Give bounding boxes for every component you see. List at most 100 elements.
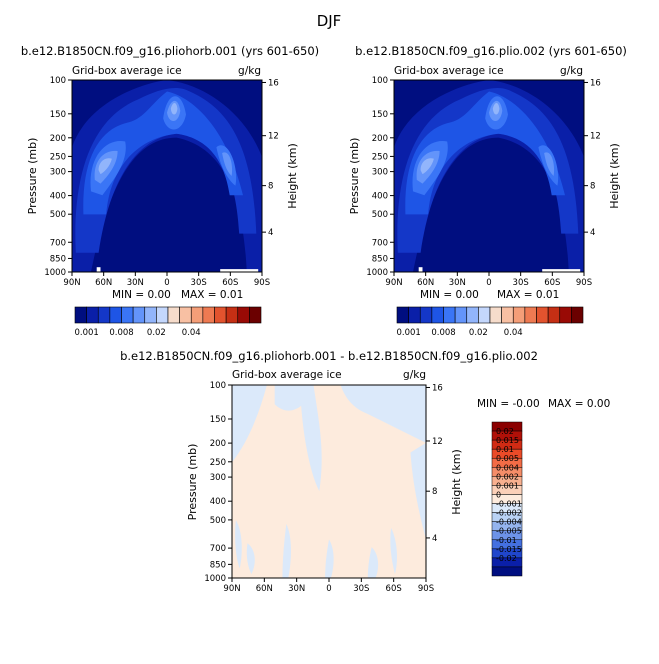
panel-3-min-label: MIN = -0.00	[477, 398, 540, 410]
y2-tick-label: 4	[432, 534, 437, 544]
y-tick-label: 100	[50, 76, 66, 86]
y-tick-label: 100	[372, 76, 388, 86]
contour-level	[367, 547, 379, 578]
contour-level	[325, 539, 334, 578]
panel-2-y2-axis: 16 12 8 4	[584, 78, 601, 238]
panel-3-units: g/kg	[403, 369, 426, 381]
panel-1-min-label: MIN = 0.00	[112, 289, 171, 301]
panel-1: b.e12.B1850CN.f09_g16.pliohorb.001 (yrs …	[21, 44, 319, 338]
x-tick-label: 30N	[449, 278, 466, 288]
colorbar-swatch	[547, 306, 561, 324]
panel-2-max-label: MAX = 0.01	[497, 289, 559, 301]
panel-2-variable: Grid-box average ice	[394, 65, 504, 77]
colorbar-swatch	[132, 306, 146, 324]
colorbar-swatch	[156, 306, 169, 324]
x-tick-label: 60N	[256, 584, 273, 594]
missing-data-patch	[418, 267, 423, 272]
x-tick-label: 30N	[288, 584, 305, 594]
colorbar-swatch	[571, 306, 584, 324]
y-tick-label: 400	[372, 192, 388, 202]
y2-tick-label: 12	[268, 132, 279, 142]
contour-level	[90, 96, 237, 196]
x-tick-label: 0	[486, 278, 491, 288]
colorbar-label: 0.001	[496, 481, 519, 490]
colorbar-label: 0.002	[496, 472, 519, 481]
panel-2-contours	[394, 80, 584, 272]
y-tick-label: 100	[210, 381, 226, 391]
y2-tick-label: 4	[268, 228, 273, 238]
colorbar-label: 0.015	[496, 436, 519, 445]
panel-1-max-label: MAX = 0.01	[181, 289, 243, 301]
contour-level	[235, 520, 242, 569]
x-tick-label: 30S	[513, 278, 529, 288]
colorbar-swatch	[478, 306, 491, 324]
colorbar-swatch	[97, 306, 111, 324]
panel-2: b.e12.B1850CN.f09_g16.plio.002 (yrs 601-…	[348, 44, 627, 338]
colorbar-label: 0.004	[496, 463, 519, 472]
colorbar-swatch	[559, 306, 572, 324]
y-tick-label: 1000	[204, 574, 226, 584]
colorbar-label: -0.004	[496, 518, 522, 527]
colorbar-swatch	[144, 306, 157, 324]
contour-level	[83, 91, 243, 215]
y2-tick-label: 16	[432, 383, 443, 393]
contour-level	[232, 385, 267, 463]
y-tick-label: 1000	[44, 268, 66, 278]
colorbar-swatch	[524, 306, 537, 324]
y-tick-label: 700	[210, 544, 226, 554]
contour-level	[299, 385, 322, 492]
panel-2-colorbar: 0.001 0.008 0.02 0.04	[396, 306, 584, 338]
colorbar-label: 0.008	[109, 328, 133, 338]
y2-tick-label: 16	[590, 78, 601, 88]
y2-tick-label: 8	[590, 182, 595, 192]
panel-2-y-label: Pressure (mb)	[348, 138, 361, 215]
y-tick-label: 850	[210, 560, 226, 570]
panel-3-colorbar: 0.020.0150.010.0050.0040.0020.0010-0.001…	[491, 421, 523, 577]
x-tick-label: 90S	[576, 278, 592, 288]
colorbar-swatch	[501, 306, 514, 324]
colorbar-swatch	[190, 306, 204, 324]
panel-3-y2-label: Height (km)	[450, 449, 463, 515]
panel-1-title: b.e12.B1850CN.f09_g16.pliohorb.001 (yrs …	[21, 44, 319, 58]
panel-3-contours	[232, 385, 426, 578]
panel-1-units: g/kg	[238, 65, 261, 77]
panel-1-y-axis: 100 150 200 250 300 400 500 700 850 1000	[44, 76, 72, 278]
y-tick-label: 500	[372, 210, 388, 220]
colorbar-swatch	[443, 306, 456, 324]
colorbar-label: -0.002	[496, 509, 522, 518]
panel-2-y-axis: 100 150 200 250 300 400 500 700 850 1000	[366, 76, 394, 278]
missing-data-patch	[542, 269, 581, 272]
missing-data-patch	[96, 267, 101, 272]
colorbar-swatch	[86, 306, 99, 324]
y-tick-label: 200	[372, 134, 388, 144]
panel-1-x-axis: 90N 60N 30N 0 30S 60S 90S	[63, 272, 270, 288]
y2-tick-label: 8	[268, 182, 273, 192]
colorbar-swatch	[396, 306, 409, 324]
panel-3-y2-axis: 16 12 8 4	[426, 383, 443, 544]
colorbar-label: 0.02	[147, 328, 166, 338]
colorbar-swatch	[454, 306, 468, 324]
y2-tick-label: 4	[590, 228, 595, 238]
x-tick-label: 30S	[353, 584, 369, 594]
x-tick-label: 90N	[63, 278, 80, 288]
colorbar-swatch	[74, 306, 87, 324]
y-tick-label: 150	[210, 415, 226, 425]
colorbar-swatch	[489, 306, 502, 324]
x-tick-label: 60S	[386, 584, 402, 594]
x-tick-label: 90S	[254, 278, 270, 288]
y-tick-label: 1000	[366, 268, 388, 278]
colorbar-label: -0.015	[496, 545, 522, 554]
y-tick-label: 200	[210, 439, 226, 449]
y-tick-label: 300	[372, 168, 388, 178]
colorbar-swatch	[179, 306, 192, 324]
panel-2-x-axis: 90N 60N 30N 0 30S 60S 90S	[385, 272, 592, 288]
colorbar-swatch	[431, 306, 444, 324]
colorbar-swatch	[536, 306, 549, 324]
x-tick-label: 60S	[544, 278, 560, 288]
x-tick-label: 0	[326, 584, 331, 594]
x-tick-label: 30N	[127, 278, 144, 288]
panel-3-y-axis: 100 150 200 250 300 400 500 700 850 1000	[204, 381, 232, 584]
colorbar-swatch	[121, 306, 134, 324]
y-tick-label: 850	[50, 254, 66, 264]
